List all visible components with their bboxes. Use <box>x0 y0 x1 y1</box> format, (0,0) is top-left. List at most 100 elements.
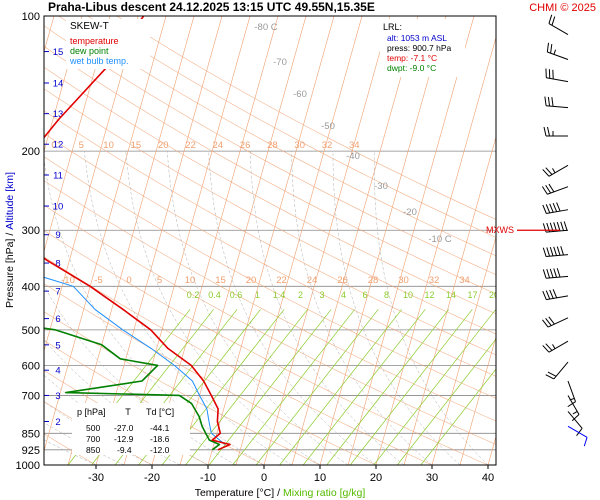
isotherm-line <box>123 16 251 465</box>
table-background <box>72 403 190 455</box>
altitude-tick-label: 2 <box>55 417 60 428</box>
isotherm-label: 0 <box>51 140 56 151</box>
wind-barb-shaft <box>546 77 569 83</box>
isotherm-label: 5 <box>157 275 162 286</box>
mixing-ratio-line <box>373 309 496 465</box>
isotherm-line <box>263 16 391 465</box>
dry-adiabat-line <box>44 133 496 377</box>
wind-barb <box>548 14 569 36</box>
wind-barb-flag <box>556 202 561 212</box>
altitude-tick-label: 4 <box>55 366 60 377</box>
altitude-tick-label: 11 <box>53 170 63 181</box>
isotherm-line <box>44 16 111 253</box>
mixing-ratio-line <box>397 338 496 465</box>
isotherm-label: 22 <box>276 275 287 286</box>
adiabat-label: -70 <box>273 57 287 68</box>
dry-adiabat-line <box>44 311 321 465</box>
pressure-tick-label: 700 <box>22 390 40 402</box>
legend-background <box>66 19 150 69</box>
wind-barb-shaft <box>546 209 569 214</box>
mixing-ratio-label: 0.6 <box>230 290 243 300</box>
dry-adiabat-line <box>44 180 496 422</box>
x-axis-title: Temperature [°C] / Mixing ratio [g/kg] <box>195 487 366 499</box>
isotherm-label: 24 <box>213 140 224 151</box>
isotherm-line <box>431 235 496 465</box>
wind-barb-flag <box>545 290 551 300</box>
mixing-ratio-label: 17 <box>467 290 477 300</box>
table-cell: -44.1 <box>150 423 170 433</box>
lrl-temperature: temp: -7.1 °C <box>387 53 437 63</box>
mixing-ratio-label: 0.4 <box>208 290 221 300</box>
table-cell: -12.9 <box>114 434 134 444</box>
wind-barb-shaft <box>546 254 569 258</box>
wind-barb <box>567 425 588 447</box>
wind-barb <box>542 316 569 328</box>
altitude-tick-label: 10 <box>53 202 64 213</box>
wind-barb-flag <box>545 343 553 351</box>
wind-barb-flag <box>560 246 564 256</box>
wind-barb-shaft <box>548 23 569 36</box>
wind-barb-flag <box>546 247 551 257</box>
isotherm-label: 30 <box>398 275 409 286</box>
mixing-ratio-label: 1 <box>255 290 260 300</box>
wind-barb-flag <box>571 414 580 422</box>
x-tick-label: 40 <box>482 472 494 484</box>
isotherm-label: 20 <box>158 140 169 151</box>
isotherm-label: -5 <box>94 275 102 286</box>
pressure-tick-label: 200 <box>22 146 40 158</box>
isotherm-label: 15 <box>215 275 226 286</box>
wind-barb-flag <box>552 202 558 212</box>
chart-title: Praha-Libus descent 24.12.2025 13:15 UTC… <box>48 0 375 14</box>
wind-barb-flag <box>547 96 551 107</box>
wind-barb-flag <box>542 290 547 300</box>
isotherm-label: 30 <box>294 140 305 151</box>
isotherm-line <box>95 16 223 465</box>
mixing-ratio-label: 1.4 <box>273 290 286 300</box>
lrl-pressure: press: 900.7 hPa <box>387 43 452 53</box>
altitude-tick-label: 12 <box>53 140 64 151</box>
adiabat-label: -40 <box>346 151 360 162</box>
mixing-ratio-line <box>255 309 379 465</box>
legend-item-temperature: temperature <box>70 36 119 46</box>
isotherm-line <box>151 16 279 465</box>
dry-adiabat-line <box>44 156 496 399</box>
wind-barb-flag <box>546 268 551 279</box>
wind-barb-half-flag <box>552 168 556 174</box>
pressure-tick-label: 850 <box>22 428 40 440</box>
wind-barb-flag <box>553 246 558 256</box>
wind-barb <box>542 246 569 258</box>
table-cell: 850 <box>86 445 100 455</box>
copyright-text: CHMI © 2025 <box>529 2 596 14</box>
x-axis-label-temperature: Temperature [°C] / <box>195 487 280 499</box>
table-cell: 700 <box>86 434 100 444</box>
wind-barb <box>567 380 576 408</box>
wind-barb-shaft <box>567 425 588 438</box>
mixing-ratio-label: 0.2 <box>187 290 200 300</box>
isotherm-line <box>44 16 167 452</box>
isotherm-label: 5 <box>79 140 84 151</box>
moist-adiabat-line <box>249 151 405 465</box>
wind-barb-shaft <box>546 229 569 233</box>
wind-barb-flag <box>583 437 588 447</box>
lrl-dewpoint: dwpt: -9.0 °C <box>387 63 436 73</box>
wind-barb <box>542 340 569 353</box>
dry-adiabat-line <box>58 16 496 257</box>
wind-barb-shaft <box>567 395 580 415</box>
isotherm-label: 32 <box>322 140 333 151</box>
moist-adiabat-line <box>84 151 293 465</box>
isotherm-line <box>291 16 419 465</box>
x-tick-label: -10 <box>200 472 216 484</box>
legend: SKEW-T temperature dew point wet bulb te… <box>66 19 150 69</box>
table-header-td: Td [°C] <box>146 407 174 417</box>
adiabat-label: -60 <box>293 89 307 100</box>
wind-barb-flag <box>560 221 564 231</box>
wind-barb-shaft <box>546 105 569 109</box>
wind-barb-flag <box>549 289 554 299</box>
isotherm-label: 34 <box>349 140 360 151</box>
isotherm-label: 28 <box>267 140 278 151</box>
pressure-tick-label: 400 <box>22 281 40 293</box>
isotherm-label: 0 <box>126 275 131 286</box>
wind-barb-flag <box>556 221 561 232</box>
wind-barb-shaft <box>548 164 569 177</box>
altitude-tick-label: 3 <box>55 391 60 402</box>
